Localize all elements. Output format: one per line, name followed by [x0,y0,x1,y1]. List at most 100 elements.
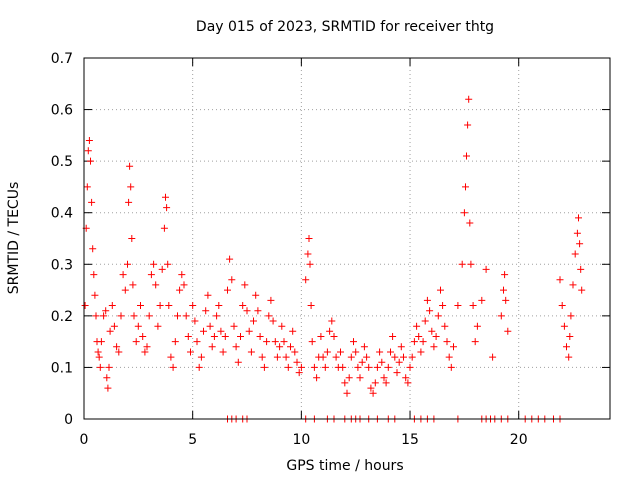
data-point [345,374,353,382]
data-point [134,322,142,330]
data-point [88,198,96,206]
data-point [176,286,184,294]
data-point [426,307,434,315]
data-point [213,312,221,320]
data-point [103,374,111,382]
data-point [189,302,197,309]
data-point [408,353,416,361]
data-point [332,353,340,361]
data-point [84,147,92,155]
data-point [160,224,168,232]
data-point [337,348,344,356]
data-point [150,260,158,268]
data-point [347,353,355,361]
data-point [380,374,388,382]
data-point [125,198,133,206]
y-tick-label: 0.5 [51,154,73,170]
data-point [371,379,379,387]
data-point [156,302,164,309]
data-point [428,327,436,335]
data-point [278,322,286,330]
data-point [273,353,281,361]
data-point [308,338,316,346]
data-point [269,317,277,325]
y-tick-label: 0.2 [51,309,73,325]
data-point [267,296,275,304]
data-point [219,348,227,356]
data-point [328,317,336,325]
data-point [206,322,214,330]
data-point [258,353,266,361]
data-point [565,353,573,361]
data-point [234,358,242,366]
data-point [154,322,162,330]
data-point [378,358,386,366]
data-point [419,338,427,346]
data-point [129,281,137,289]
data-point [217,327,225,335]
data-point [560,322,568,330]
data-point [502,296,510,304]
data-point [282,353,290,361]
data-point [558,302,566,309]
data-point [208,343,216,351]
data-point [178,271,186,279]
data-point [482,265,490,273]
data-point [291,348,299,356]
data-point [504,327,512,335]
data-point [89,245,97,253]
y-tick-label: 0.3 [51,257,73,273]
data-point [260,363,268,371]
data-point [232,343,240,351]
data-point [202,307,210,315]
data-point [187,348,194,356]
data-point [197,353,205,361]
data-point [567,312,575,320]
data-point [437,286,444,294]
data-point [430,343,438,351]
data-point [239,302,247,309]
data-point [193,338,201,346]
data-point [143,343,151,351]
data-point [271,338,279,346]
data-point [556,276,564,284]
data-point [200,327,207,335]
data-point [450,343,457,351]
data-point [473,322,481,330]
data-point [350,338,357,346]
data-point [421,317,429,325]
data-point [313,374,321,382]
data-point [169,363,177,371]
data-point [256,333,264,340]
data-point [441,322,449,330]
data-point [358,358,366,366]
data-point [343,389,351,397]
data-point [566,333,574,340]
x-tick-label: 5 [188,432,197,448]
data-point [389,333,397,340]
data-point [397,343,405,351]
data-point [127,183,135,191]
data-point [106,327,114,335]
data-point [184,333,192,340]
data-point [210,333,218,340]
data-point [241,281,249,289]
data-point [365,363,373,371]
data-point [352,348,360,356]
data-point [145,312,153,320]
data-point [115,348,123,356]
data-point [434,312,442,320]
axis-ticks: 0 0.1 0.2 0.3 0.4 0.5 0.6 0.7 0 5 10 15 20 [51,51,610,448]
data-point [439,302,447,309]
data-point [81,302,89,309]
data-point [92,312,100,320]
data-point [467,260,475,268]
data-point [458,260,466,268]
y-tick-label: 0 [64,412,73,428]
data-point [354,363,362,371]
data-point [121,286,129,294]
data-point [376,348,384,356]
data-point [110,322,118,330]
data-point [478,296,486,304]
